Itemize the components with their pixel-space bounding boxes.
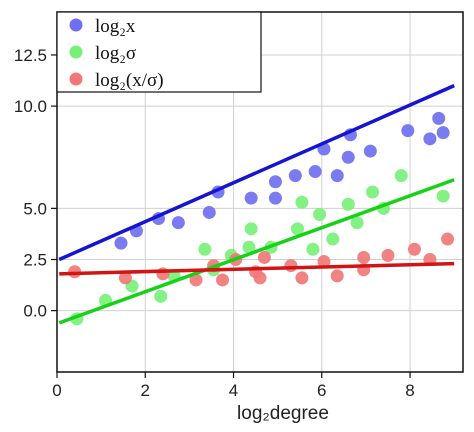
data-point-series-3 [215,273,229,287]
data-point-series-2 [244,222,258,236]
axis-ticks: 0 2 4 6 8 0.0 2.5 5.0 10.0 12.5 [14,46,415,400]
data-point-series-1 [202,205,216,219]
data-point-series-1 [114,236,128,250]
data-point-series-3 [317,255,331,269]
data-point-series-1 [288,169,302,183]
legend-marker-2 [69,45,83,59]
data-point-series-1 [363,144,377,158]
y-tick-label: 5.0 [23,199,47,218]
data-point-series-1 [341,150,355,164]
data-point-series-3 [118,271,132,285]
data-point-series-2 [306,242,320,256]
data-point-series-3 [295,271,309,285]
data-point-series-1 [432,111,446,125]
data-point-series-2 [291,222,305,236]
legend-label-3: log₂(x/σ) [95,70,164,91]
data-point-series-1 [436,126,450,140]
data-point-series-1 [268,191,282,205]
data-point-series-3 [284,259,298,273]
x-tick-label: 4 [229,381,238,400]
data-point-series-3 [257,250,271,264]
data-point-series-2 [394,169,408,183]
legend-marker-1 [69,18,83,32]
legend-label-2: log₂σ [95,43,136,64]
data-point-series-2 [436,189,450,203]
x-axis-title: log₂degree [237,403,329,424]
data-point-series-2 [341,197,355,211]
fit-line-series-1 [58,84,455,262]
data-point-series-1 [308,165,322,179]
legend-box [56,11,262,93]
data-point-series-2 [154,289,168,303]
fit-lines [58,84,455,325]
data-point-series-3 [253,271,267,285]
x-tick-label: 8 [405,381,414,400]
data-point-series-3 [330,269,344,283]
data-point-series-2 [295,195,309,209]
data-point-series-1 [244,191,258,205]
data-point-series-3 [441,232,455,246]
data-point-series-2 [366,185,380,199]
legend-marker-3 [69,72,83,86]
y-tick-label: 10.0 [14,97,47,116]
data-point-series-1 [171,216,185,230]
data-point-series-1 [330,169,344,183]
data-point-series-3 [381,248,395,262]
x-tick-label: 0 [52,381,61,400]
data-points [68,111,455,326]
data-point-series-2 [350,216,364,230]
legend: log₂x log₂σ log₂(x/σ) [56,11,262,93]
y-tick-label: 0.0 [23,302,47,321]
data-point-series-1 [423,132,437,146]
data-point-series-2 [198,242,212,256]
x-tick-label: 6 [317,381,326,400]
data-point-series-2 [326,232,340,246]
legend-label-1: log₂x [95,16,136,37]
y-tick-label: 12.5 [14,46,47,65]
data-point-series-2 [242,240,256,254]
data-point-series-3 [407,242,421,256]
y-tick-label: 2.5 [23,251,47,270]
x-tick-label: 2 [141,381,150,400]
data-point-series-1 [401,124,415,138]
data-point-series-3 [357,250,371,264]
fit-line-series-2 [58,178,455,325]
data-point-series-2 [313,208,327,221]
data-point-series-1 [268,175,282,189]
data-point-series-3 [189,273,203,287]
fit-line-series-3 [59,261,455,276]
